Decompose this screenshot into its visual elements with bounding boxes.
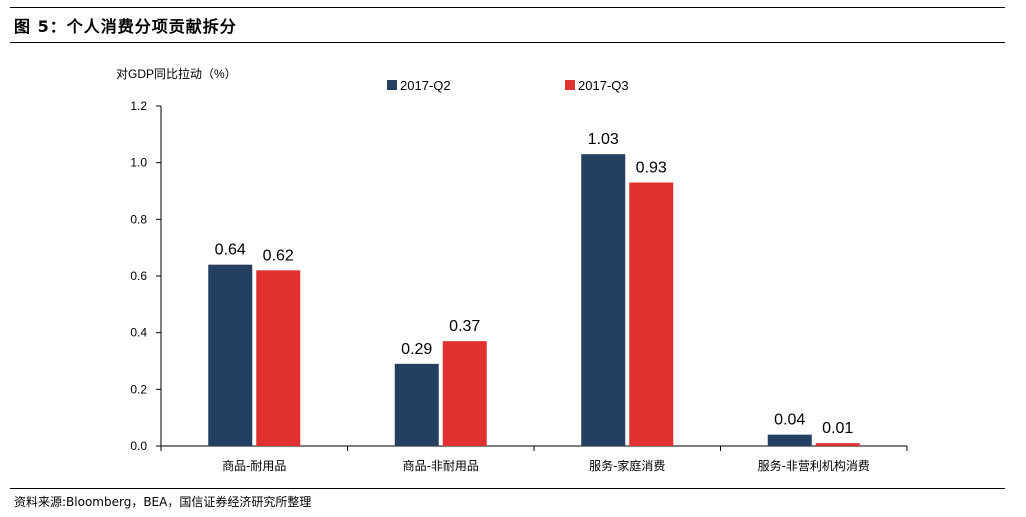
legend-swatch	[565, 80, 575, 90]
source-rule	[10, 488, 1005, 489]
bar-chart: 对GDP同比拉动（%） 2017-Q2 2017-Q3 0.00.20.40.60…	[116, 66, 908, 473]
x-category-label: 商品-非耐用品	[403, 458, 479, 473]
data-label: 0.64	[215, 242, 246, 259]
bars: 0.64 0.29 1.03 0.04 0.62 0.37 0.93 0.01	[208, 131, 860, 446]
data-label: 0.29	[401, 341, 432, 358]
bar	[629, 182, 674, 446]
y-tick-label: 0.8	[130, 212, 147, 226]
bar	[815, 443, 860, 446]
y-tick-label: 0.0	[130, 439, 147, 453]
bar	[767, 434, 812, 446]
bar	[581, 154, 626, 446]
data-label: 1.03	[588, 131, 619, 148]
legend-label: 2017-Q2	[400, 78, 451, 93]
legend-label: 2017-Q3	[578, 78, 629, 93]
source-note: 资料来源:Bloomberg，BEA，国信证券经济研究所整理	[14, 495, 312, 509]
y-axis: 0.0 0.2 0.4 0.6 0.8 1.0 1.2	[130, 99, 162, 453]
legend: 2017-Q2 2017-Q3	[387, 78, 629, 93]
title-rule-top	[10, 7, 1005, 8]
x-category-label: 服务-非营利机构消费	[758, 458, 870, 473]
figure-title: 图 5：个人消费分项贡献拆分	[14, 17, 237, 36]
title-rule-bottom	[10, 42, 1005, 43]
x-axis: 商品-耐用品 商品-非耐用品 服务-家庭消费 服务-非营利机构消费	[160, 445, 908, 473]
bar	[208, 264, 253, 446]
data-label: 0.04	[774, 412, 805, 429]
y-tick-label: 1.2	[130, 99, 147, 113]
y-tick-label: 0.4	[130, 326, 147, 340]
data-label: 0.01	[822, 420, 853, 437]
y-tick-label: 0.6	[130, 269, 147, 283]
y-tick-label: 0.2	[130, 382, 147, 396]
legend-swatch	[387, 80, 397, 90]
data-label: 0.37	[449, 318, 480, 335]
y-axis-label: 对GDP同比拉动（%）	[116, 66, 237, 81]
bar	[442, 341, 487, 446]
y-tick-label: 1.0	[130, 156, 147, 170]
x-category-label: 服务-家庭消费	[589, 458, 665, 473]
bar	[394, 363, 439, 446]
bar	[256, 270, 301, 446]
data-label: 0.93	[636, 160, 667, 177]
x-category-label: 商品-耐用品	[222, 458, 286, 473]
data-label: 0.62	[263, 247, 294, 264]
